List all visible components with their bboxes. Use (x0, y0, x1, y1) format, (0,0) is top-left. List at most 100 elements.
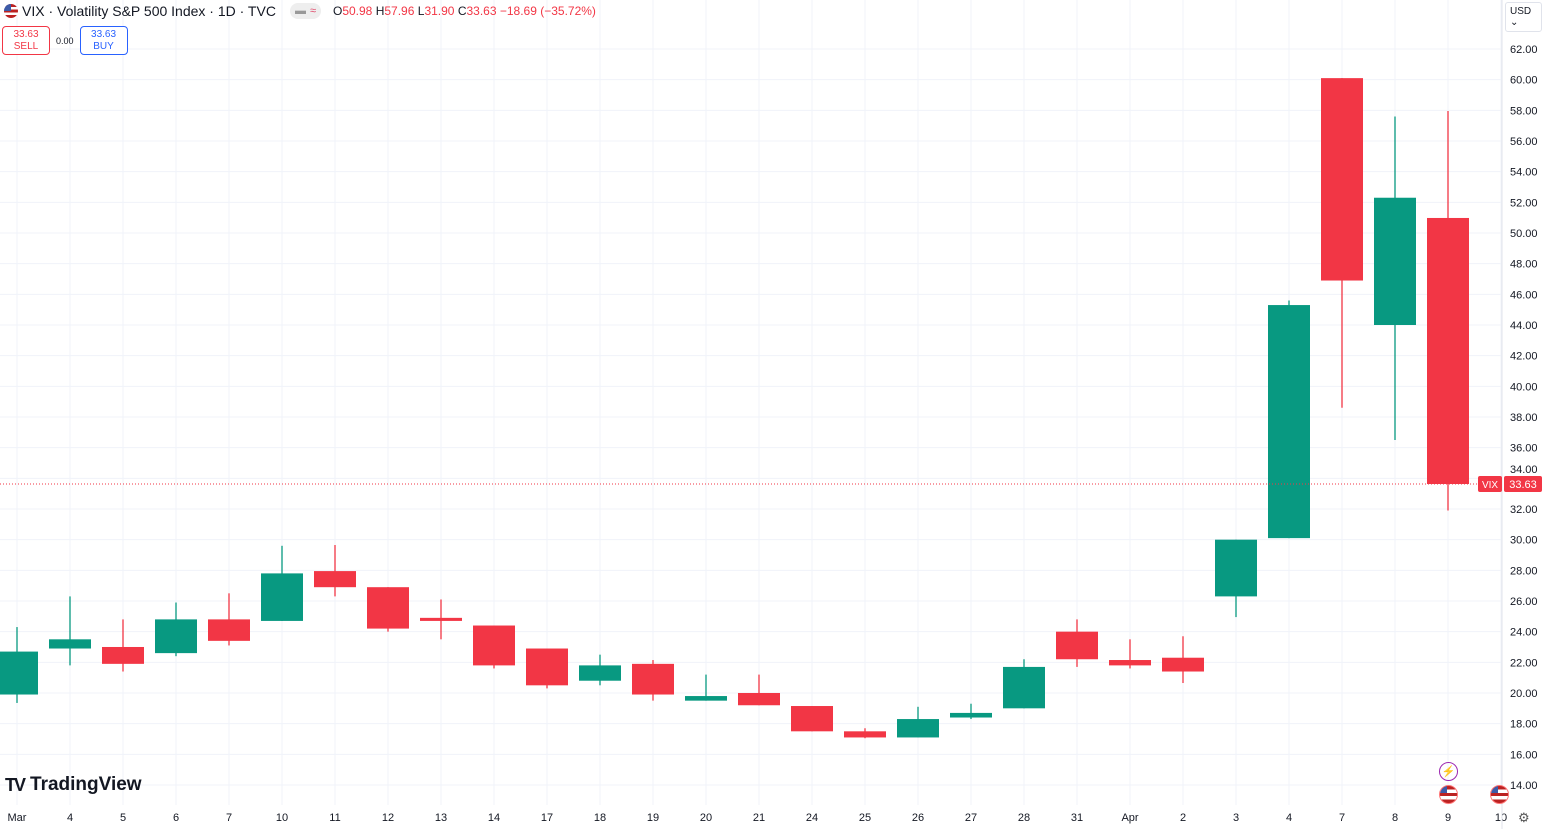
candle-body (314, 571, 356, 588)
x-tick-label: 26 (912, 812, 924, 824)
y-tick-label: 18.00 (1510, 719, 1538, 731)
x-tick-label: 6 (173, 812, 179, 824)
y-tick-label: 54.00 (1510, 167, 1538, 179)
candle-body (738, 692, 780, 706)
candle-body (1056, 631, 1098, 660)
y-tick-label: 14.00 (1510, 780, 1538, 792)
candle-body (261, 573, 303, 621)
y-tick-label: 32.00 (1510, 504, 1538, 516)
x-tick-label: 24 (806, 812, 818, 824)
x-tick-label: 10 (276, 812, 288, 824)
ohlc-values: O50.98 H57.96 L31.90 C33.63 −18.69 (−35.… (332, 4, 596, 18)
x-tick-label: 11 (329, 812, 340, 824)
y-tick-label: 26.00 (1510, 596, 1538, 608)
approx-icon: ≈ (309, 5, 316, 17)
tradingview-logo-icon: TV (5, 774, 26, 795)
spread: 0.00 (56, 35, 74, 46)
x-tick-label: 12 (382, 812, 394, 824)
change: −18.69 (−35.72%) (499, 4, 596, 18)
x-tick-label: 4 (1286, 812, 1292, 824)
last-price-symbol-tag (1478, 475, 1502, 492)
us-event-flag-icon[interactable] (1439, 785, 1458, 804)
y-tick-label: 46.00 (1510, 289, 1538, 301)
us-flag-icon (4, 4, 18, 18)
candle-body (897, 719, 939, 738)
candle-body (49, 639, 91, 649)
candle-body (1374, 197, 1416, 325)
x-tick-label: 8 (1392, 812, 1398, 824)
y-tick-label: 58.00 (1510, 105, 1538, 117)
y-tick-label: 30.00 (1510, 535, 1538, 547)
y-tick-label: 62.00 (1510, 44, 1538, 56)
x-tick-label: 17 (541, 812, 553, 824)
last-price-value: 33.63 (1509, 479, 1537, 491)
candle-body (950, 712, 992, 718)
last-price-tag (1504, 475, 1542, 492)
y-tick-label: 52.00 (1510, 197, 1538, 209)
candle-body (526, 648, 568, 686)
x-tick-label: 3 (1233, 812, 1239, 824)
y-tick-label: 36.00 (1510, 443, 1538, 455)
candle-body (473, 625, 515, 666)
candle-body (1003, 666, 1045, 709)
y-tick-label: 24.00 (1510, 627, 1538, 639)
candle-body (367, 587, 409, 629)
x-tick-label: 14 (488, 812, 500, 824)
x-tick-label: 13 (435, 812, 447, 824)
buy-button[interactable]: 33.63 BUY (79, 26, 128, 55)
y-tick-label: 22.00 (1510, 657, 1538, 669)
y-tick-label: 56.00 (1510, 136, 1538, 148)
candle-body (155, 619, 197, 654)
candle-body (632, 663, 674, 695)
y-tick-label: 42.00 (1510, 351, 1538, 363)
candle-body (579, 665, 621, 681)
symbol-title[interactable]: VIX · Volatility S&P 500 Index · 1D · TV… (22, 3, 276, 19)
x-tick-label: 28 (1018, 812, 1030, 824)
us-event-flag-icon[interactable] (1490, 785, 1509, 804)
candle-body (1109, 660, 1151, 666)
sell-button[interactable]: 33.63 SELL (2, 26, 50, 55)
x-tick-label: 19 (647, 812, 659, 824)
lightning-event-icon[interactable]: ⚡ (1439, 762, 1458, 781)
candle-body (791, 706, 833, 732)
currency-selector[interactable]: USD ⌄ (1505, 2, 1542, 32)
trade-panel: 33.63 SELL 0.00 33.63 BUY (2, 26, 128, 55)
legend-toggle[interactable]: ▬ ≈ (289, 3, 321, 19)
candle-body (1162, 657, 1204, 672)
x-tick-label: 18 (594, 812, 606, 824)
tradingview-logo[interactable]: TV TradingView (5, 774, 142, 795)
candle-body (844, 731, 886, 738)
candle-body (0, 651, 38, 695)
x-tick-label: 2 (1180, 812, 1186, 824)
last-price-symbol: VIX (1482, 480, 1498, 491)
x-tick-label: 4 (67, 812, 73, 824)
minus-icon: ▬ (294, 5, 306, 17)
y-tick-label: 48.00 (1510, 259, 1538, 271)
y-tick-label: 20.00 (1510, 688, 1538, 700)
symbol-legend: VIX · Volatility S&P 500 Index · 1D · TV… (4, 3, 596, 19)
x-tick-label: 9 (1445, 812, 1451, 824)
x-tick-label: Apr (1121, 812, 1138, 824)
x-tick-label: 31 (1071, 812, 1083, 824)
candle-body (1321, 78, 1363, 281)
candle-body (1215, 539, 1257, 597)
settings-icon[interactable]: ⚙ (1518, 810, 1530, 825)
x-tick-label: 25 (859, 812, 871, 824)
x-tick-label: 7 (226, 812, 232, 824)
candle-body (685, 696, 727, 701)
candle-body (102, 646, 144, 664)
x-tick-label: 27 (965, 812, 977, 824)
candle-body (1268, 305, 1310, 539)
y-tick-label: 28.00 (1510, 565, 1538, 577)
x-tick-label: 5 (120, 812, 126, 824)
y-tick-label: 40.00 (1510, 381, 1538, 393)
x-tick-label: 10 (1495, 812, 1507, 824)
x-tick-label: 21 (753, 812, 765, 824)
y-tick-label: 38.00 (1510, 412, 1538, 424)
candle-body (208, 619, 250, 641)
y-tick-label: 16.00 (1510, 749, 1538, 761)
y-tick-label: 60.00 (1510, 75, 1538, 87)
x-tick-label: 20 (700, 812, 712, 824)
candle-body (420, 617, 462, 621)
